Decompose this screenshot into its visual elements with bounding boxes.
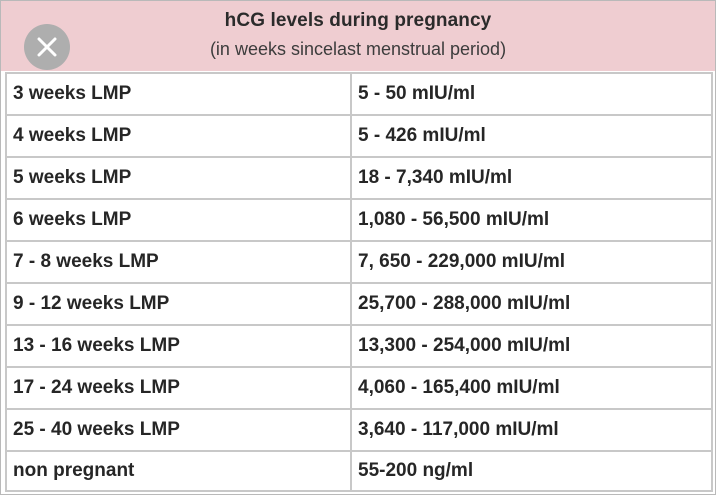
level-cell: 55-200 ng/ml [350,450,713,492]
table-title: hCG levels during pregnancy [224,10,492,31]
week-cell: non pregnant [5,450,350,492]
week-cell: 17 - 24 weeks LMP [5,366,350,408]
table-row: 25 - 40 weeks LMP 3,640 - 117,000 mIU/ml [5,408,713,450]
week-cell: 6 weeks LMP [5,198,350,240]
level-cell: 25,700 - 288,000 mIU/ml [350,282,713,324]
close-icon [37,37,57,57]
week-cell: 3 weeks LMP [5,72,350,114]
table-row: 9 - 12 weeks LMP 25,700 - 288,000 mIU/ml [5,282,713,324]
close-button[interactable] [24,24,70,70]
table-row: 6 weeks LMP 1,080 - 56,500 mIU/ml [5,198,713,240]
table-row: 3 weeks LMP 5 - 50 mIU/ml [5,72,713,114]
table-row: 7 - 8 weeks LMP 7, 650 - 229,000 mIU/ml [5,240,713,282]
level-cell: 7, 650 - 229,000 mIU/ml [350,240,713,282]
hcg-levels-table: 3 weeks LMP 5 - 50 mIU/ml 4 weeks LMP 5 … [5,72,713,492]
week-cell: 25 - 40 weeks LMP [5,408,350,450]
table-row: 4 weeks LMP 5 - 426 mIU/ml [5,114,713,156]
week-cell: 7 - 8 weeks LMP [5,240,350,282]
level-cell: 4,060 - 165,400 mIU/ml [350,366,713,408]
table-row: non pregnant 55-200 ng/ml [5,450,713,492]
week-cell: 13 - 16 weeks LMP [5,324,350,366]
level-cell: 13,300 - 254,000 mIU/ml [350,324,713,366]
level-cell: 3,640 - 117,000 mIU/ml [350,408,713,450]
week-cell: 9 - 12 weeks LMP [5,282,350,324]
level-cell: 18 - 7,340 mIU/ml [350,156,713,198]
table-header: hCG levels during pregnancy (in weeks si… [1,1,715,71]
week-cell: 5 weeks LMP [5,156,350,198]
table-row: 17 - 24 weeks LMP 4,060 - 165,400 mIU/ml [5,366,713,408]
level-cell: 5 - 50 mIU/ml [350,72,713,114]
table-row: 5 weeks LMP 18 - 7,340 mIU/ml [5,156,713,198]
week-cell: 4 weeks LMP [5,114,350,156]
level-cell: 1,080 - 56,500 mIU/ml [350,198,713,240]
table-subtitle: (in weeks sincelast menstrual period) [209,39,507,59]
level-cell: 5 - 426 mIU/ml [350,114,713,156]
table-row: 13 - 16 weeks LMP 13,300 - 254,000 mIU/m… [5,324,713,366]
